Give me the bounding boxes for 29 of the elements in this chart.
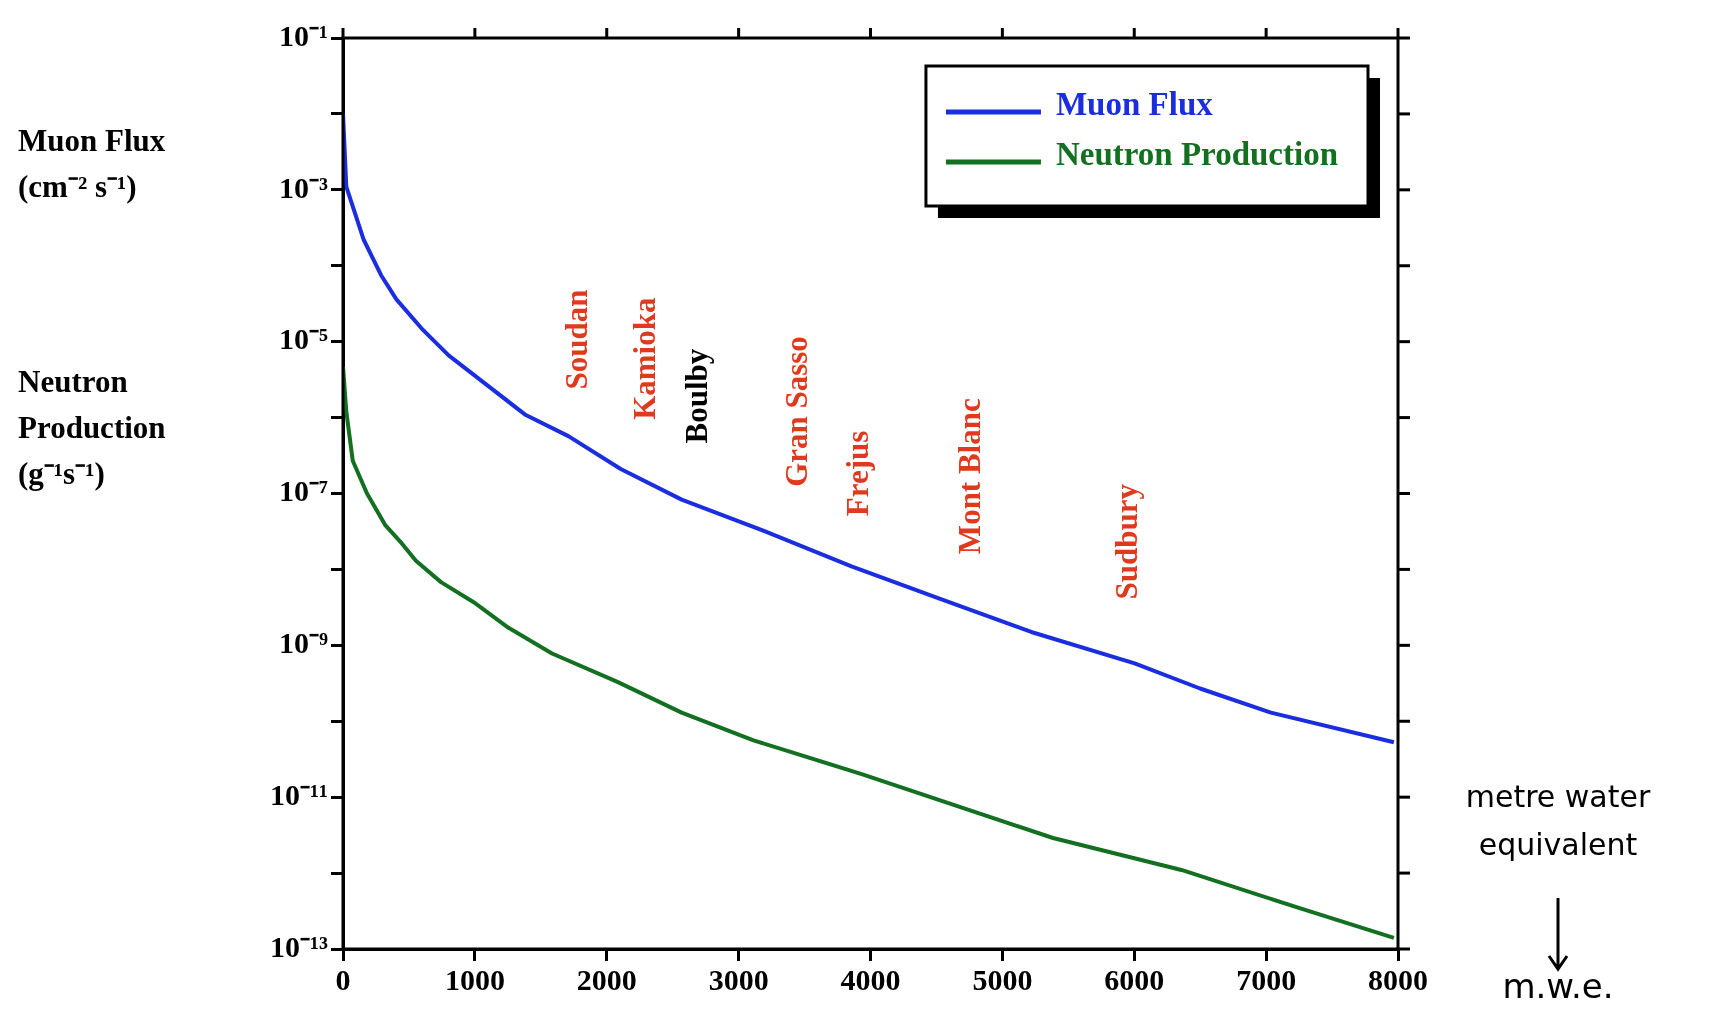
annotation: Boulby (679, 348, 715, 444)
x-tick-label: 7000 (1236, 962, 1297, 996)
x-tick-label: 1000 (444, 962, 505, 996)
y-tick-label: 10⁻¹³ (270, 929, 328, 963)
annotation: Soudan (559, 289, 595, 390)
x-tick-label: 6000 (1104, 962, 1165, 996)
y-tick-label: 10⁻¹¹ (270, 777, 328, 811)
legend-label: Muon Flux (1055, 85, 1214, 122)
annotation: Gran Sasso (779, 336, 815, 487)
x-tick-label: 2000 (576, 962, 637, 996)
x-axis-title: m.w.e. (1502, 965, 1614, 1006)
y-tick-label: 10⁻⁹ (279, 626, 328, 660)
x-tick-label: 3000 (708, 962, 769, 996)
y-tick-label: 10⁻⁵ (279, 322, 328, 356)
text: metre water equivalent (1465, 778, 1651, 862)
annotation: Mont Blanc (951, 398, 987, 555)
x-tick-label: 8000 (1368, 962, 1428, 996)
annotation: Sudbury (1108, 483, 1144, 600)
annotation: Kamioka (626, 297, 662, 420)
y-axis-title: Muon Flux (cm⁻² s⁻¹) (18, 122, 166, 204)
y-tick-label: 10⁻¹ (279, 18, 328, 52)
text: Neutron Production (g⁻¹s⁻¹) (18, 363, 166, 491)
y-tick-label: 10⁻⁷ (279, 474, 328, 508)
x-tick-label: 4000 (840, 962, 901, 996)
x-tick-label: 0 (335, 962, 351, 996)
annotation: Frejus (839, 430, 875, 517)
x-tick-label: 5000 (972, 962, 1033, 996)
y-tick-label: 10⁻³ (279, 170, 328, 204)
legend-label: Neutron Production (1055, 135, 1338, 172)
